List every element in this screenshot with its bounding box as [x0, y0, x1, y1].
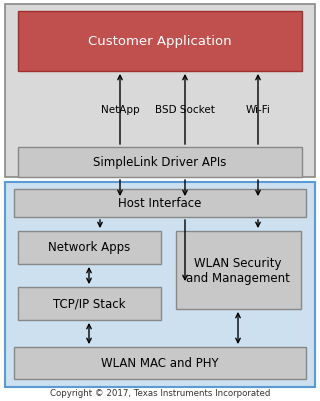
Text: NetApp: NetApp — [101, 105, 139, 115]
FancyBboxPatch shape — [176, 231, 301, 309]
FancyBboxPatch shape — [18, 287, 161, 320]
Text: Host Interface: Host Interface — [118, 197, 202, 210]
Text: BSD Socket: BSD Socket — [155, 105, 215, 115]
FancyBboxPatch shape — [14, 190, 306, 217]
Text: Network Apps: Network Apps — [48, 241, 130, 254]
FancyBboxPatch shape — [5, 182, 315, 387]
FancyBboxPatch shape — [14, 347, 306, 379]
Text: Wi-Fi: Wi-Fi — [245, 105, 270, 115]
Text: Copyright © 2017, Texas Instruments Incorporated: Copyright © 2017, Texas Instruments Inco… — [50, 389, 270, 397]
Text: Customer Application: Customer Application — [88, 35, 232, 49]
FancyBboxPatch shape — [18, 12, 302, 72]
Text: WLAN Security
and Management: WLAN Security and Management — [186, 256, 290, 284]
Text: TCP/IP Stack: TCP/IP Stack — [53, 297, 125, 310]
Text: SimpleLink Driver APIs: SimpleLink Driver APIs — [93, 156, 227, 169]
FancyBboxPatch shape — [18, 148, 302, 178]
FancyBboxPatch shape — [5, 5, 315, 178]
FancyBboxPatch shape — [18, 231, 161, 264]
Text: WLAN MAC and PHY: WLAN MAC and PHY — [101, 356, 219, 370]
